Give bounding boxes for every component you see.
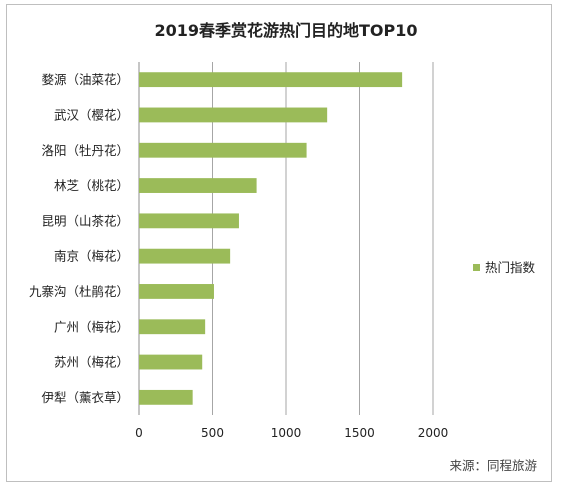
category-label-8: 苏州（梅花） [54,355,129,370]
bar-8 [139,354,203,370]
x-tick-500: 500 [201,426,224,440]
x-tick-1000: 1000 [271,426,302,440]
category-label-6: 九寨沟（杜鹃花） [29,284,129,299]
bar-3 [139,178,257,193]
bar-4 [139,213,239,229]
bar-2 [139,142,307,158]
source-label: 来源：同程旅游 [449,458,537,473]
bars [139,72,403,405]
x-tick-1500: 1500 [344,426,375,440]
category-label-2: 洛阳（牡丹花） [41,143,129,158]
bar-6 [139,284,214,299]
category-label-1: 武汉（樱花） [54,107,129,122]
bar-7 [139,319,206,335]
category-label-4: 昆明（山茶花） [41,213,129,228]
chart-title: 2019春季赏花游热门目的地TOP10 [154,21,417,40]
bar-9 [139,389,193,405]
x-tick-2000: 2000 [418,426,449,440]
category-label-0: 婺源（油菜花） [41,72,129,87]
category-label-3: 林芝（桃花） [54,178,129,193]
category-labels: 婺源（油菜花） 武汉（樱花） 洛阳（牡丹花） 林芝（桃花） 昆明（山茶花） 南京（梅花） 九… [29,72,129,405]
category-label-9: 伊犁（薰衣草） [41,390,129,405]
bar-5 [139,248,231,264]
legend-swatch [473,264,480,271]
bar-1 [139,107,328,123]
bar-0 [139,72,403,88]
x-tick-labels: 0 500 1000 1500 2000 [135,426,448,440]
legend-label: 热门指数 [485,260,536,275]
category-label-7: 广州（梅花） [54,319,129,334]
category-label-5: 南京（梅花） [54,249,129,264]
legend: 热门指数 [473,260,536,275]
x-tick-0: 0 [135,426,143,440]
